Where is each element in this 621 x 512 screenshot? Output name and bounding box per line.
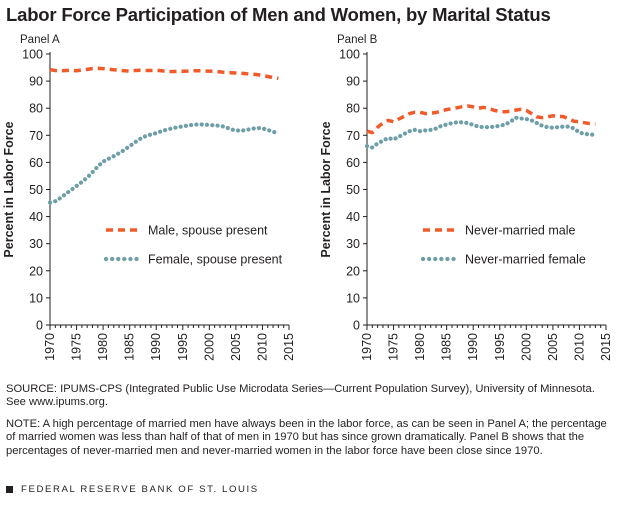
panel-a-y-tick-label: 60: [29, 156, 43, 170]
panel-b-series-line-male: [366, 104, 596, 135]
panel-b-y-tick-label: 100: [339, 48, 360, 62]
panel-b-y-tick-label: 0: [353, 319, 360, 333]
panel-a-y-tick-label: 50: [29, 183, 43, 197]
panel-a-x-tick-label: 2000: [202, 333, 216, 361]
panel-b-x-tick-label: 1990: [466, 333, 480, 361]
panel-b-x-tick-label: 1970: [360, 333, 374, 361]
panel-b-x-tick-label: 2010: [572, 333, 586, 361]
panel-a-y-tick-label: 30: [29, 237, 43, 251]
panel-b-x-tick-label: 1995: [493, 333, 507, 361]
panel-a-y-tick-label: 20: [29, 264, 43, 278]
panel-b-series-line-female: [364, 115, 598, 150]
panel-b-y-tick-label: 10: [346, 291, 360, 305]
panel-a-series-line-male: [49, 66, 279, 81]
panel-a-y-tick-label: 40: [29, 210, 43, 224]
notes-block: SOURCE: IPUMS-CPS (Integrated Public Use…: [6, 383, 612, 466]
panel-a-x-tick-label: 2015: [282, 333, 296, 361]
panel-a-label: Panel A: [20, 34, 60, 46]
panel-b-legend-label-male: Never-married male: [465, 224, 575, 238]
panel-b-y-tick-label: 70: [346, 129, 360, 143]
panel-b-x-tick-label: 1985: [440, 333, 454, 361]
panel-b-x-tick-label: 2015: [599, 333, 613, 361]
panel-b-y-tick-label: 60: [346, 156, 360, 170]
panel-b-y-tick-label: 20: [346, 264, 360, 278]
source-note: SOURCE: IPUMS-CPS (Integrated Public Use…: [6, 383, 595, 409]
panel-b-x-tick-label: 2000: [519, 333, 533, 361]
explanatory-note: NOTE: A high percentage of married men h…: [6, 417, 607, 457]
panel-a-y-tick-label: 0: [36, 319, 43, 333]
panel-b-legend-label-female: Never-married female: [465, 253, 586, 267]
chart-title: Labor Force Participation of Men and Wom…: [6, 4, 551, 25]
chart-figure: Panel A Percent in Labor Force 0 10 20 30 40 50…: [0, 30, 621, 380]
panel-a-y-tick-label: 70: [29, 129, 43, 143]
panel-b-y-tick-label: 40: [346, 210, 360, 224]
panel-a-x-tick-label: 2005: [229, 333, 243, 361]
panel-a-legend-label-female: Female, spouse present: [148, 253, 283, 267]
panel-a-y-axis-title: Percent in Labor Force: [2, 121, 16, 257]
panel-a-y-tick-label: 90: [29, 75, 43, 89]
panel-b-y-tick-label: 80: [346, 102, 360, 116]
panel-a-x-tick-label: 1995: [176, 333, 190, 361]
panel-a-y-tick-label: 80: [29, 102, 43, 116]
panel-a-y-tick-label: 10: [29, 291, 43, 305]
panel-a-series-line-female: [47, 122, 281, 205]
chart-svg: Panel A Percent in Labor Force 0 10 20 30 40 50…: [2, 34, 613, 361]
panel-a-x-tick-label: 1985: [123, 333, 137, 361]
publisher-footer: FEDERAL RESERVE BANK OF ST. LOUIS: [6, 484, 259, 495]
publisher-name: FEDERAL RESERVE BANK OF ST. LOUIS: [21, 484, 259, 495]
square-bullet-icon: [6, 486, 13, 493]
panel-b-label: Panel B: [337, 34, 378, 46]
panel-b-y-tick-label: 90: [346, 75, 360, 89]
panel-a-x-tick-label: 1980: [96, 333, 110, 361]
panel-a-y-tick-label: 100: [22, 48, 43, 62]
panel-a-x-tick-label: 1970: [43, 333, 57, 361]
panel-a-legend-label-male: Male, spouse present: [148, 224, 268, 238]
panel-b-y-tick-label: 30: [346, 237, 360, 251]
panel-b-y-axis-title: Percent in Labor Force: [319, 121, 333, 257]
panel-b-x-tick-label: 2005: [546, 333, 560, 361]
panel-b-x-tick-label: 1975: [387, 333, 401, 361]
panel-a-x-tick-label: 1990: [149, 333, 163, 361]
panel-a-x-tick-label: 2010: [255, 333, 269, 361]
panel-b-x-tick-label: 1980: [413, 333, 427, 361]
panel-b-y-tick-label: 50: [346, 183, 360, 197]
panel-a-x-tick-label: 1975: [70, 333, 84, 361]
